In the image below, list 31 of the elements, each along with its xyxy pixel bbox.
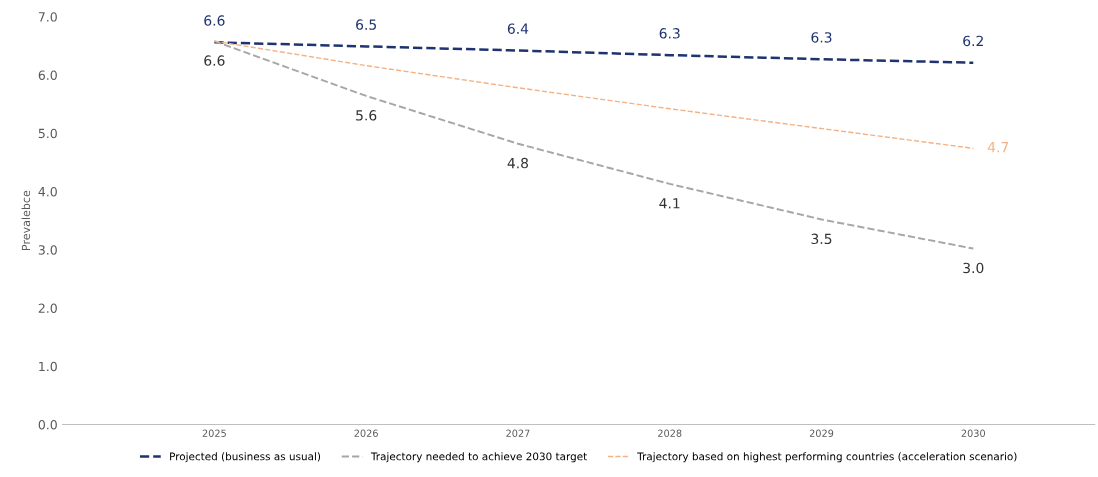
- data-label: 3.5: [811, 233, 832, 245]
- data-label: 6.5: [356, 19, 376, 30]
- legend-label: Trajectory based on highest performing countries (acceleration scenario): [637, 452, 1017, 463]
- y-tick-label: 7.0: [38, 12, 57, 22]
- y-tick-label: 5.0: [38, 128, 57, 139]
- data-label: 3.0: [963, 262, 984, 274]
- y-tick-label: 0.0: [38, 420, 57, 430]
- x-tick-label: 2025: [202, 429, 226, 437]
- data-label: 6.3: [659, 28, 680, 39]
- data-label: 6.2: [963, 35, 983, 47]
- y-axis-title: Prevalebce: [21, 190, 31, 251]
- y-tick-label: 3.0: [38, 245, 57, 255]
- data-label: 6.3: [811, 32, 832, 43]
- y-tick-label: 4.0: [38, 186, 57, 197]
- data-label: 6.6: [204, 15, 225, 26]
- x-tick-label: 2030: [961, 429, 986, 437]
- x-tick-label: 2027: [506, 429, 530, 437]
- x-tick-label: 2026: [354, 429, 378, 437]
- legend-label: Trajectory needed to achieve 2030 target: [370, 452, 587, 463]
- data-label: 5.6: [356, 110, 377, 121]
- data-label: 4.1: [659, 198, 680, 209]
- data-label: 4.8: [507, 157, 529, 169]
- y-tick-label: 1.0: [39, 361, 57, 372]
- legend-label: Projected (business as usual): [170, 452, 321, 463]
- data-label: 6.4: [507, 23, 529, 34]
- x-tick-label: 2028: [658, 429, 682, 437]
- y-tick-label: 2.0: [38, 303, 57, 313]
- x-tick-label: 2029: [809, 429, 834, 437]
- data-label: 6.6: [204, 55, 225, 66]
- data-label: 4.7: [987, 142, 1009, 153]
- y-tick-label: 6.0: [38, 70, 57, 80]
